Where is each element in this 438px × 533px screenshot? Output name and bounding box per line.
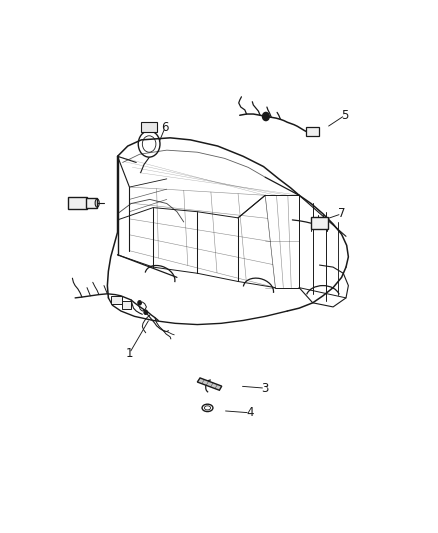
FancyBboxPatch shape [311,217,328,229]
Text: 1: 1 [126,347,133,360]
FancyBboxPatch shape [122,301,131,309]
FancyBboxPatch shape [306,127,319,136]
Text: 6: 6 [161,121,169,134]
Text: 5: 5 [341,109,349,122]
Text: 4: 4 [246,406,254,419]
FancyBboxPatch shape [68,197,87,209]
FancyBboxPatch shape [86,198,96,208]
Text: 3: 3 [261,382,269,394]
Text: 2: 2 [77,197,84,210]
Polygon shape [197,378,222,390]
FancyBboxPatch shape [111,296,122,304]
Circle shape [144,310,148,314]
Text: 7: 7 [338,207,345,220]
Circle shape [262,112,269,120]
Circle shape [138,301,141,305]
FancyBboxPatch shape [141,122,157,132]
